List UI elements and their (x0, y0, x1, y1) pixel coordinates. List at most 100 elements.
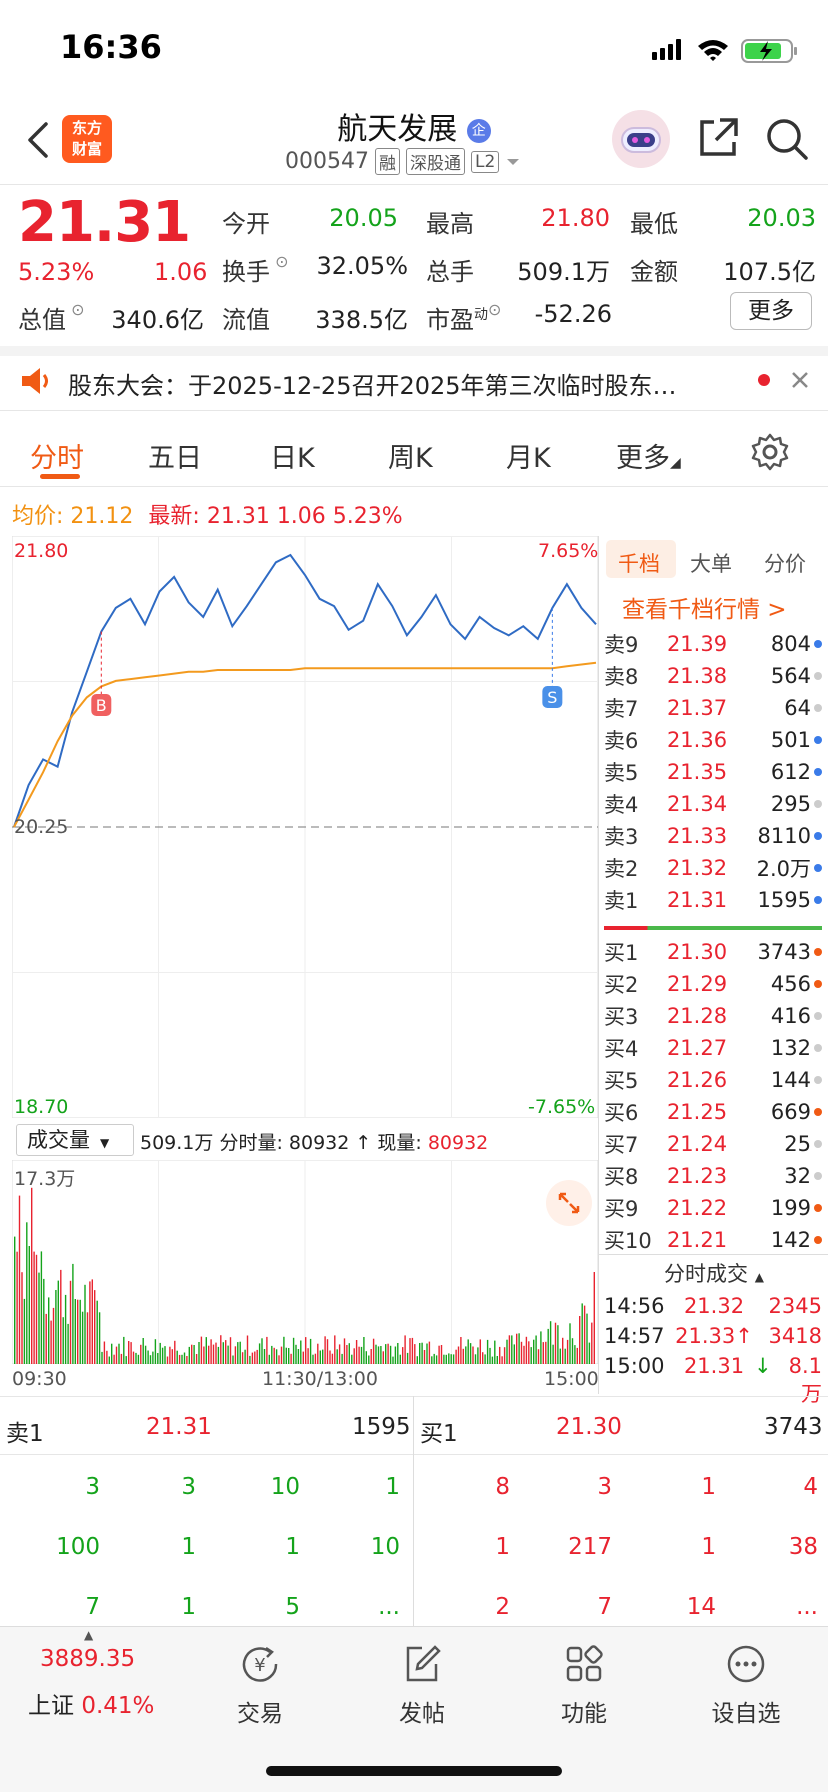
settings-icon[interactable] (750, 432, 790, 472)
level-label: 买3 (604, 1005, 639, 1029)
volume-bar (322, 1349, 324, 1364)
volume-bar (365, 1351, 367, 1364)
volume-bar (295, 1344, 297, 1364)
trade-row: 15:00 21.31 ↓ 8.1万 (604, 1354, 822, 1408)
level-label: 买6 (604, 1101, 639, 1125)
volume-bar (552, 1344, 554, 1364)
tab-large-orders[interactable]: 大单 (690, 552, 732, 576)
view-depth-link[interactable]: 查看千档行情 > (622, 597, 787, 623)
volume-bar (307, 1348, 309, 1364)
ask-row: 卖5 21.35 612 (604, 756, 822, 788)
indicator-selector[interactable]: 成交量 ▼ (16, 1124, 134, 1156)
level-volume: 2.0万 (756, 857, 811, 881)
tab-five-day[interactable]: 五日 (148, 443, 202, 474)
volume-bar (251, 1352, 254, 1364)
expand-button[interactable] (546, 1180, 592, 1226)
volume-bar (183, 1352, 186, 1364)
y-mid-label: 20.25 (14, 816, 69, 838)
level-label: 买2 (604, 973, 639, 997)
level-price: 21.25 (666, 1100, 728, 1124)
trades-title[interactable]: 分时成交 ▲ (664, 1262, 764, 1286)
volume-bar (297, 1349, 300, 1364)
volume-bar (280, 1346, 283, 1364)
level-dot (814, 704, 822, 712)
volume-bar (535, 1335, 537, 1364)
volume-bar (426, 1343, 428, 1364)
volume-bar (174, 1340, 176, 1364)
volume-bar (147, 1350, 149, 1364)
nav-functions[interactable]: 功能 (524, 1634, 644, 1728)
volume-bar (285, 1347, 287, 1364)
volume-bar (135, 1352, 137, 1364)
robot-assistant-icon[interactable] (610, 108, 672, 170)
nav-add-watchlist[interactable]: 设自选 (686, 1634, 806, 1728)
detail-buy-cell: ... (796, 1594, 818, 1620)
share-icon[interactable] (696, 116, 740, 160)
tab-indicator (40, 474, 80, 479)
volume-bar (268, 1354, 270, 1364)
volume-bar (433, 1353, 435, 1364)
level-label: 卖3 (604, 825, 639, 849)
volume-bar (484, 1354, 486, 1364)
volume-bar (588, 1342, 591, 1364)
volume-bar (256, 1349, 258, 1364)
more-button[interactable]: 更多 (730, 292, 812, 330)
level-volume: 132 (770, 1036, 811, 1060)
volume-bar (96, 1300, 98, 1364)
volume-bar (472, 1346, 474, 1364)
volume-bar (263, 1349, 266, 1364)
speaker-icon (22, 368, 48, 394)
detail-buy-cell: 4 (803, 1474, 818, 1500)
tab-intraday[interactable]: 分时 (30, 443, 84, 474)
level-price: 21.24 (666, 1132, 728, 1156)
back-icon[interactable] (24, 120, 52, 160)
volume-bar (511, 1335, 513, 1364)
detail-buy-cell: 1 (701, 1474, 716, 1500)
search-icon[interactable] (764, 116, 810, 162)
tab-depth[interactable]: 千档 (618, 552, 660, 576)
index-ticker[interactable]: 上证 0.41% (28, 1693, 155, 1719)
tab-monthly-k[interactable]: 月K (506, 443, 551, 474)
volume-bar (164, 1346, 166, 1364)
volume-bar (389, 1345, 392, 1364)
level-price: 21.27 (666, 1036, 728, 1060)
tab-price-dist[interactable]: 分价 (764, 552, 806, 576)
detail-buy-cell: 217 (568, 1534, 612, 1560)
detail-buy-cell: 14 (686, 1594, 716, 1620)
stock-code: 000547 (285, 149, 369, 174)
bid-row: 买1 21.30 3743 (604, 936, 822, 968)
volume-bar (462, 1348, 464, 1364)
volume-bar (479, 1339, 481, 1364)
bid-row: 买9 21.22 199 (604, 1192, 822, 1224)
level-dot (814, 1204, 822, 1212)
volume-bar (123, 1336, 125, 1364)
nav-post[interactable]: 发帖 (362, 1634, 482, 1728)
close-icon[interactable] (790, 370, 810, 390)
pe-label[interactable]: 市盈动⊙ (426, 300, 502, 334)
tab-weekly-k[interactable]: 周K (388, 443, 433, 474)
buy-marker (91, 694, 112, 716)
volume-bar (351, 1354, 353, 1364)
notice-text[interactable]: 股东大会：于2025-12-25召开2025年第三次临时股东… (68, 372, 677, 400)
volume-chart[interactable] (12, 1160, 598, 1364)
volume-bar (586, 1313, 588, 1364)
volume-bar (106, 1350, 108, 1364)
market-cap-value: 340.6亿 (111, 306, 204, 334)
detail-center-divider (413, 1396, 414, 1626)
pct-bottom-label: -7.65% (528, 1096, 596, 1118)
level-label: 卖1 (604, 889, 639, 913)
stock-subtitle[interactable]: 000547 融 深股通 L2 (285, 148, 521, 175)
volume-bar (562, 1337, 564, 1364)
volume-bar (232, 1355, 234, 1364)
level-label: 买8 (604, 1165, 639, 1189)
tab-daily-k[interactable]: 日K (270, 443, 315, 474)
trade-row: 14:57 21.33↑ 3418 (604, 1324, 822, 1348)
trade-time: 15:00 (604, 1354, 665, 1378)
index-value[interactable]: 3889.35 (40, 1646, 136, 1672)
tab-more[interactable]: 更多◢ (616, 443, 681, 474)
market-cap-label[interactable]: 总值 ⊙ (18, 300, 85, 334)
turnover-label[interactable]: 换手 ⊙ (222, 252, 289, 286)
nav-trade[interactable]: ¥ 交易 (200, 1634, 320, 1728)
volume-bar (363, 1337, 365, 1364)
